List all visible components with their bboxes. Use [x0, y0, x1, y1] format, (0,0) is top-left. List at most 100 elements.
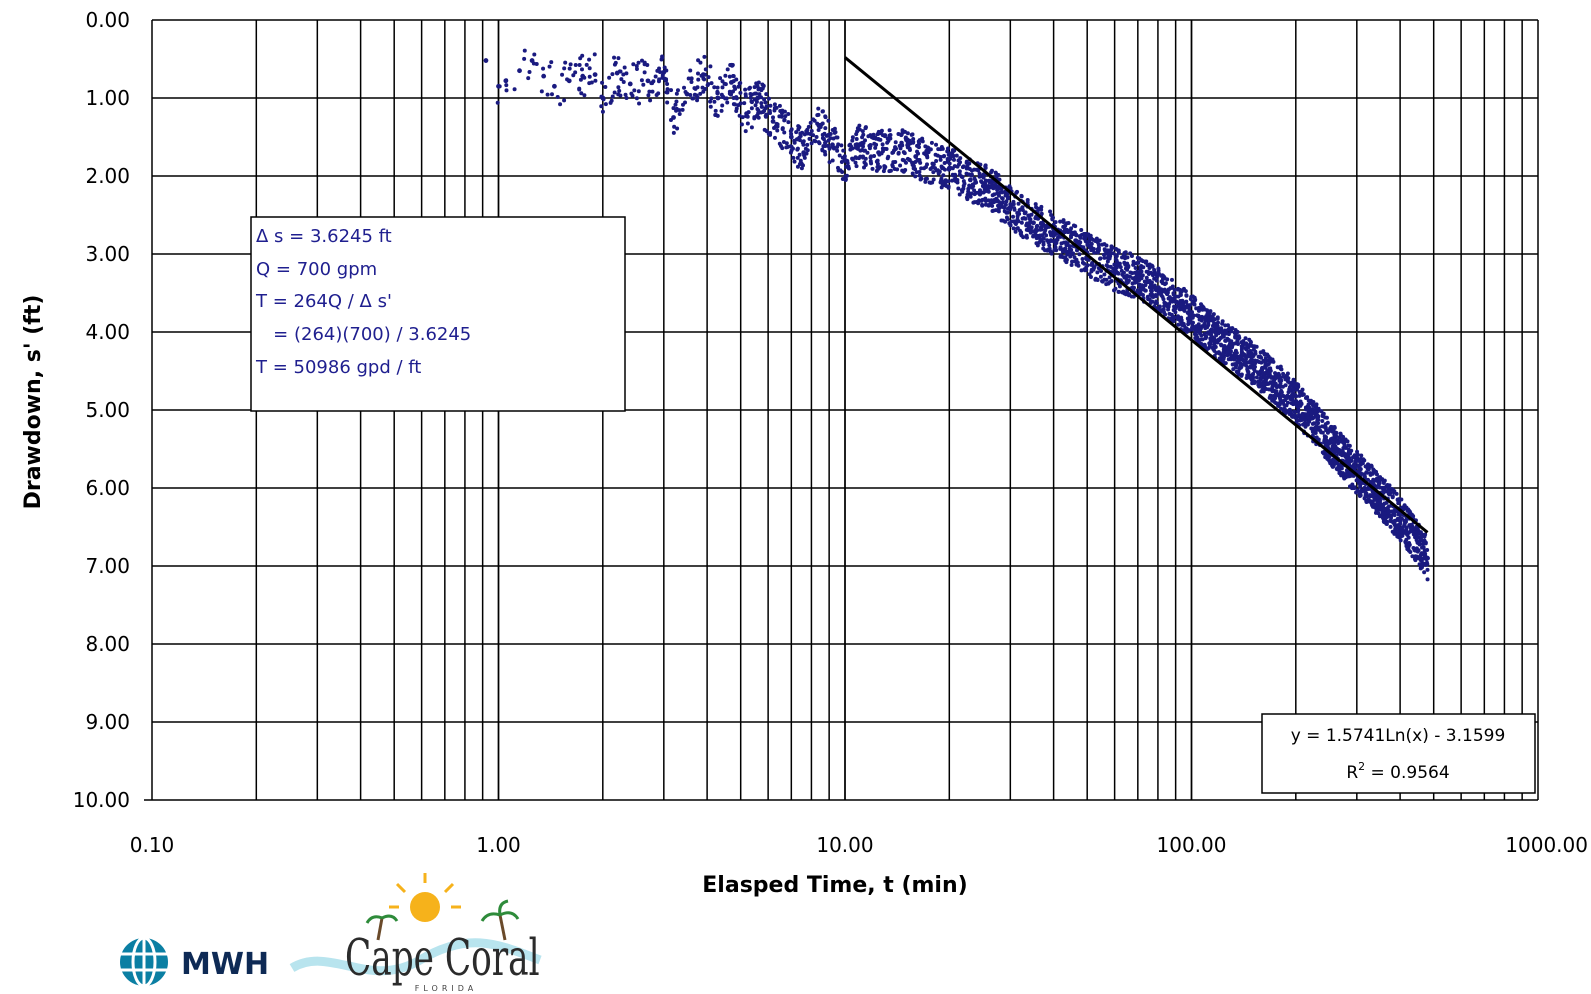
data-point — [1147, 285, 1152, 290]
data-point — [1187, 305, 1192, 310]
data-point — [1336, 450, 1341, 455]
data-point — [1192, 298, 1197, 303]
data-point — [770, 119, 776, 124]
data-point — [986, 189, 991, 194]
data-point — [1419, 551, 1424, 556]
data-point — [1278, 381, 1283, 386]
data-point — [1002, 209, 1007, 214]
parameters-box: Δ s = 3.6245 ft Q = 700 gpm T = 264Q / Δ… — [250, 216, 626, 412]
data-point — [1120, 272, 1125, 277]
data-point — [706, 75, 711, 80]
data-point — [834, 135, 839, 140]
data-point — [759, 110, 764, 115]
data-point — [969, 191, 974, 196]
data-point — [1314, 415, 1319, 420]
data-point — [1187, 312, 1192, 317]
data-point — [1106, 264, 1111, 269]
cape-coral-wordmark: Cape Coral — [345, 929, 540, 988]
data-point — [1254, 375, 1259, 380]
data-point — [823, 152, 828, 157]
data-point — [1039, 204, 1044, 209]
data-point — [1281, 371, 1286, 376]
data-point — [1126, 265, 1131, 270]
data-point — [1140, 259, 1145, 264]
data-point — [737, 113, 742, 118]
data-point — [1196, 308, 1201, 313]
data-point — [637, 101, 642, 106]
data-point — [863, 125, 868, 130]
data-point — [1038, 221, 1043, 226]
data-point — [839, 159, 844, 164]
data-point — [1035, 243, 1040, 248]
param-t-result: T = 50986 gpd / ft — [255, 357, 421, 378]
data-point — [1357, 470, 1362, 475]
data-point — [989, 198, 994, 203]
param-q: Q = 700 gpm — [256, 259, 377, 280]
data-point — [1122, 275, 1127, 280]
data-point — [1011, 202, 1016, 207]
data-point — [1165, 277, 1170, 282]
data-point — [1324, 442, 1329, 447]
data-point — [1360, 460, 1365, 465]
data-point — [1418, 530, 1423, 535]
data-point — [832, 130, 837, 135]
data-point — [1309, 411, 1314, 416]
data-point — [1412, 557, 1417, 562]
y-tick-label: 3.00 — [85, 242, 130, 266]
data-point — [624, 71, 629, 76]
data-point — [662, 65, 667, 70]
data-point — [1410, 554, 1415, 559]
data-point — [1104, 243, 1109, 248]
data-point — [870, 166, 875, 171]
data-point — [1136, 277, 1141, 282]
data-point — [1209, 338, 1214, 343]
data-point — [1069, 247, 1074, 252]
data-point — [1050, 216, 1055, 221]
data-point — [1369, 464, 1374, 469]
data-point — [940, 166, 945, 171]
data-point — [1202, 343, 1207, 348]
data-point — [907, 157, 912, 162]
data-point — [957, 172, 962, 177]
data-point — [780, 127, 785, 132]
data-point — [1304, 421, 1309, 426]
data-point — [674, 99, 679, 104]
data-point — [1119, 268, 1124, 273]
data-point — [1106, 252, 1111, 257]
data-point — [1257, 354, 1262, 359]
data-point — [1074, 257, 1079, 262]
data-point — [763, 100, 768, 105]
data-point — [759, 88, 764, 93]
data-point — [1123, 256, 1128, 261]
data-point — [1005, 196, 1010, 201]
data-point — [1116, 262, 1121, 267]
data-point — [1058, 245, 1063, 250]
data-point — [809, 128, 814, 133]
data-point — [734, 108, 739, 113]
data-point — [820, 148, 825, 153]
data-point — [772, 135, 777, 140]
data-point — [1217, 356, 1222, 361]
data-point — [905, 143, 910, 148]
data-point — [1343, 445, 1348, 450]
data-point — [1215, 315, 1220, 320]
data-point — [1258, 350, 1263, 355]
data-point — [1203, 336, 1208, 341]
data-point — [873, 145, 878, 150]
data-point — [1077, 241, 1082, 246]
data-point — [983, 202, 988, 207]
data-point — [1221, 357, 1226, 362]
data-point — [1221, 352, 1226, 357]
data-point — [1070, 259, 1075, 264]
data-point — [1088, 233, 1093, 238]
data-point — [673, 102, 678, 107]
data-point — [898, 163, 903, 168]
data-point — [629, 91, 634, 96]
data-point — [968, 194, 973, 199]
data-point — [837, 153, 842, 158]
data-point — [1306, 398, 1311, 403]
param-delta-s: Δ s = 3.6245 ft — [256, 226, 392, 247]
data-point — [1273, 375, 1278, 380]
data-point — [1320, 412, 1325, 417]
data-point — [1388, 524, 1393, 529]
